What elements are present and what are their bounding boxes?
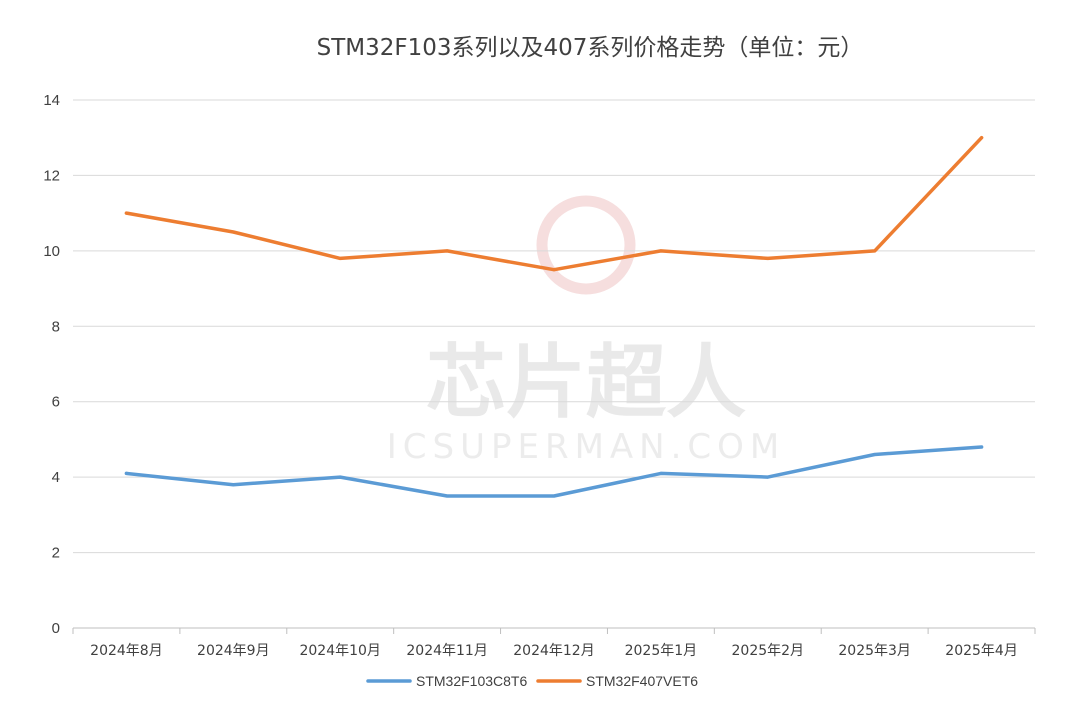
watermark-en-text: ICSUPERMAN.COM [387,427,786,467]
data-point [980,445,984,449]
data-point [445,494,449,498]
x-axis [72,627,1036,634]
x-tick-label: 2024年11月 [406,643,487,659]
data-point [124,471,128,475]
x-tick-label: 2025年4月 [945,643,1018,659]
chart-title: STM32F103系列以及407系列价格走势（单位：元） [317,35,864,61]
y-tick-label: 12 [43,167,60,184]
x-tick-label: 2024年12月 [513,643,594,659]
legend-label: STM32F103C8T6 [416,673,527,689]
y-tick-label: 14 [43,92,60,109]
data-point [980,136,984,140]
watermark: 芯片超人 ICSUPERMAN.COM [387,195,786,467]
x-tick-label: 2025年1月 [625,643,698,659]
data-point [659,471,663,475]
data-point [552,268,556,272]
legend-label: STM32F407VET6 [586,673,698,689]
y-tick-label: 4 [52,469,60,486]
y-axis-ticks: 0 2 4 6 8 10 12 14 [43,92,60,637]
data-point [231,230,235,234]
x-tick-label: 2024年10月 [299,643,380,659]
data-point [124,211,128,215]
data-point [338,256,342,260]
x-tick-label: 2025年2月 [732,643,805,659]
data-point [873,249,877,253]
x-tick-label: 2024年8月 [90,643,163,659]
gridlines [73,99,1035,554]
x-axis-ticks: 2024年8月 2024年9月 2024年10月 2024年11月 2024年12月 20… [90,643,1018,659]
data-point [766,256,770,260]
x-tick-label: 2025年3月 [838,643,911,659]
y-tick-label: 8 [52,318,60,335]
legend: STM32F103C8T6 STM32F407VET6 [366,673,698,689]
data-point [659,249,663,253]
y-tick-label: 10 [43,243,60,260]
data-point [766,475,770,479]
series-line-STM32F407VET6 [124,135,984,272]
y-tick-label: 0 [52,620,60,637]
watermark-cn-text: 芯片超人 [426,336,746,429]
data-point [873,453,877,457]
data-point [231,483,235,487]
data-point [552,494,556,498]
data-point [338,475,342,479]
data-point [445,249,449,253]
y-tick-label: 2 [52,545,60,562]
watermark-logo-icon [536,195,636,295]
series-lines [124,135,984,498]
x-tick-label: 2024年9月 [197,643,270,659]
y-tick-label: 6 [52,394,60,411]
